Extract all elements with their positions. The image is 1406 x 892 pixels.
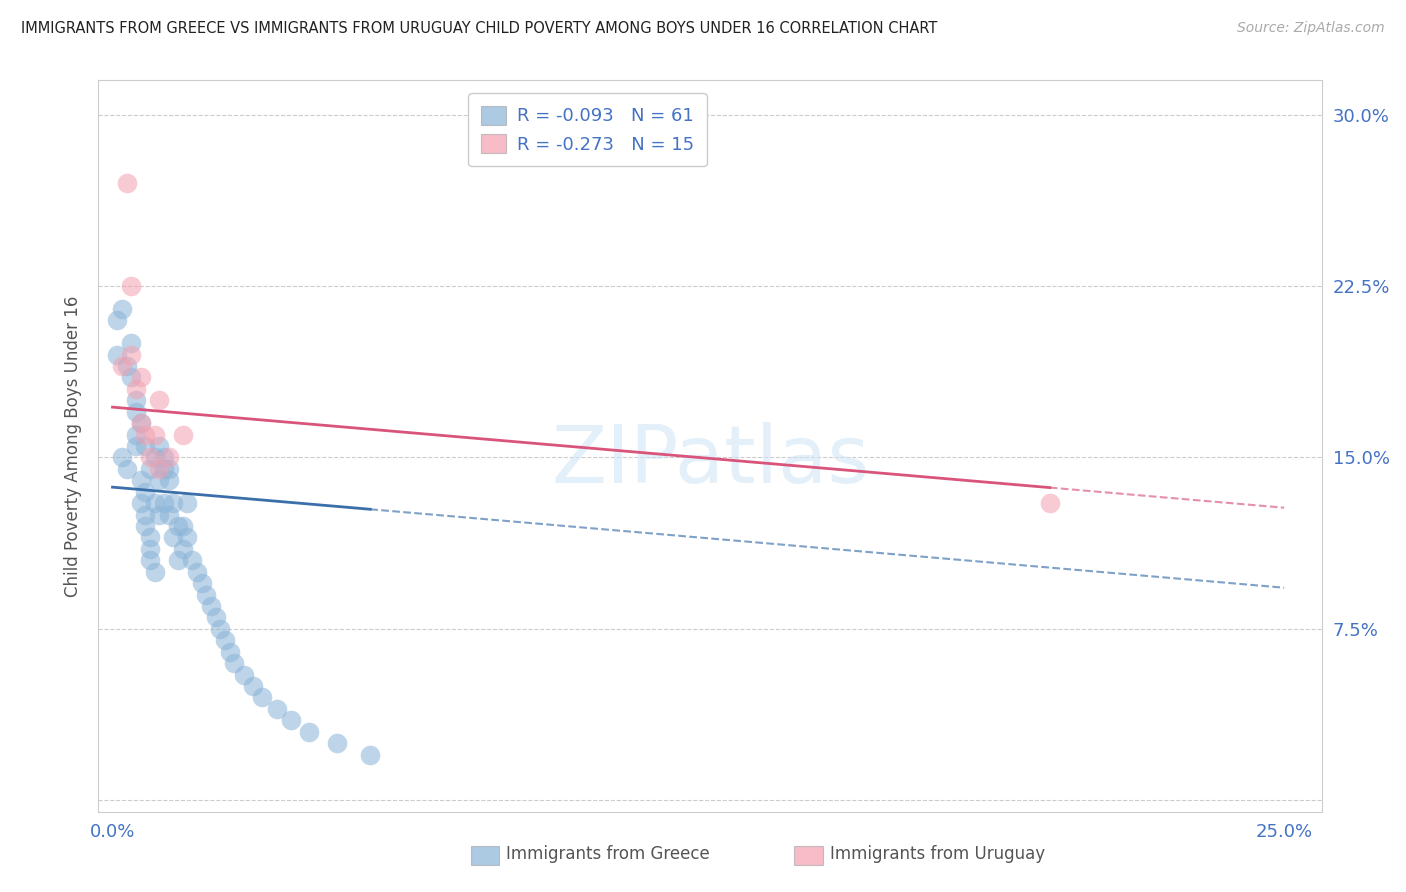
Point [1039,496,1062,510]
Point [115,359,138,373]
Point [134,439,156,453]
Point [167,553,190,567]
Point [298,724,321,739]
Point [143,450,166,465]
Point [162,530,184,544]
Point [153,496,176,510]
Point [111,301,134,316]
Point [242,679,264,693]
Point [190,576,212,591]
Point [125,382,148,396]
Point [125,427,148,442]
Text: Immigrants from Uruguay: Immigrants from Uruguay [830,845,1045,863]
Point [209,622,232,636]
Point [134,508,156,522]
Point [172,519,194,533]
Point [120,279,142,293]
Point [111,359,134,373]
Point [125,393,148,408]
Point [326,736,349,750]
Y-axis label: Child Poverty Among Boys Under 16: Child Poverty Among Boys Under 16 [65,295,83,597]
Point [111,450,134,465]
FancyBboxPatch shape [794,846,823,865]
Point [125,439,148,453]
Point [232,667,254,681]
Point [176,530,198,544]
Point [139,462,162,476]
Point [280,714,302,728]
Point [143,496,166,510]
Point [129,473,152,487]
Point [134,519,156,533]
Point [200,599,222,613]
Point [120,348,142,362]
Point [148,393,170,408]
Point [125,405,148,419]
Point [120,370,142,384]
Point [157,508,180,522]
Point [115,462,138,476]
Point [157,462,180,476]
Point [176,496,198,510]
Point [143,427,166,442]
Point [139,450,162,465]
Point [139,530,162,544]
Point [134,484,156,499]
Point [157,450,180,465]
FancyBboxPatch shape [471,846,499,865]
Point [129,496,152,510]
Point [139,553,162,567]
Point [153,450,176,465]
Text: ZIPatlas: ZIPatlas [551,422,869,500]
Text: Source: ZipAtlas.com: Source: ZipAtlas.com [1237,21,1385,35]
Point [181,553,204,567]
Point [134,427,156,442]
Point [148,462,170,476]
Point [148,473,170,487]
Point [129,416,152,430]
Point [186,565,208,579]
Point [129,416,152,430]
Point [139,541,162,556]
Point [115,176,138,190]
Point [359,747,381,762]
Point [204,610,226,624]
Point [143,565,166,579]
Point [252,690,274,705]
Point [266,702,288,716]
Text: Immigrants from Greece: Immigrants from Greece [506,845,710,863]
Point [153,462,176,476]
Point [148,508,170,522]
Point [129,370,152,384]
Point [195,588,218,602]
Point [105,348,128,362]
Text: IMMIGRANTS FROM GREECE VS IMMIGRANTS FROM URUGUAY CHILD POVERTY AMONG BOYS UNDER: IMMIGRANTS FROM GREECE VS IMMIGRANTS FRO… [21,21,938,36]
Point [224,656,246,670]
Point [172,541,194,556]
Point [120,336,142,351]
Point [167,519,190,533]
Point [172,427,194,442]
Point [157,473,180,487]
Legend: R = -0.093   N = 61, R = -0.273   N = 15: R = -0.093 N = 61, R = -0.273 N = 15 [468,93,707,166]
Point [148,439,170,453]
Point [162,496,184,510]
Point [218,645,240,659]
Point [105,313,128,327]
Point [214,633,236,648]
